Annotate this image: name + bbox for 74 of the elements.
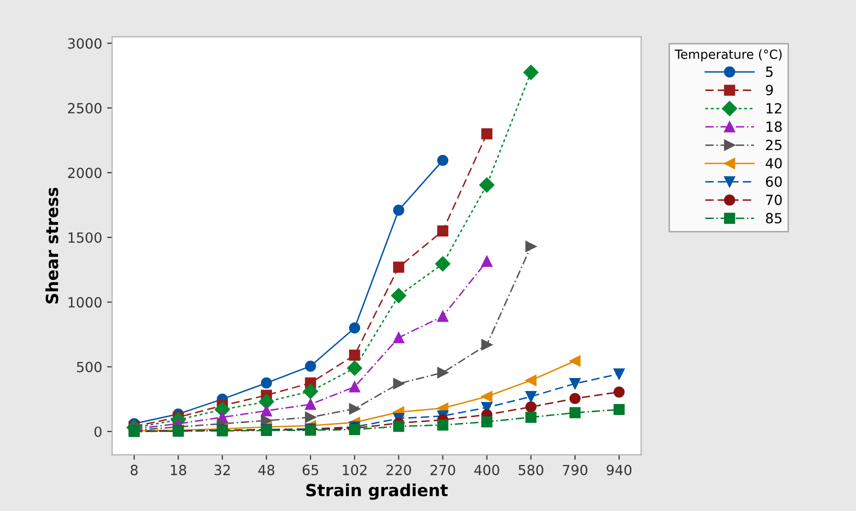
point — [260, 405, 272, 416]
point — [525, 374, 536, 386]
point — [347, 360, 362, 376]
point — [523, 64, 539, 80]
point — [393, 332, 404, 344]
point — [393, 262, 404, 273]
point — [349, 381, 360, 392]
point — [614, 404, 625, 416]
point — [349, 350, 360, 361]
point — [481, 128, 492, 140]
point — [304, 398, 316, 410]
point — [349, 322, 360, 334]
point — [525, 412, 536, 423]
y-tick-label: 0 — [94, 426, 102, 437]
y-tick-label: 3000 — [68, 38, 102, 49]
legend-label: 25 — [766, 140, 782, 150]
legend-label: 85 — [766, 212, 782, 224]
legend-title: Temperature (°C) — [674, 49, 782, 62]
point — [437, 310, 448, 322]
point — [569, 407, 581, 418]
point — [569, 355, 581, 367]
legend-label: 70 — [766, 194, 782, 206]
point — [481, 339, 492, 350]
y-tick-label: 500 — [76, 362, 102, 372]
x-tick-label: 220 — [386, 464, 412, 476]
point — [435, 256, 450, 272]
y-axis-title: Shear stress — [45, 188, 58, 304]
point — [349, 403, 360, 414]
y-tick-label: 2000 — [68, 168, 102, 178]
y-tick-label: 1000 — [68, 297, 102, 308]
point — [393, 378, 404, 390]
point — [614, 368, 625, 380]
point — [393, 204, 404, 216]
point — [437, 154, 448, 166]
point — [479, 177, 494, 193]
point — [569, 378, 581, 390]
x-tick-label: 32 — [214, 464, 230, 476]
point — [391, 288, 406, 304]
x-tick-label: 790 — [562, 464, 588, 476]
point — [525, 401, 536, 412]
x-tick-label: 580 — [518, 464, 544, 476]
point — [569, 392, 581, 404]
x-tick-label: 48 — [258, 464, 274, 476]
point — [437, 225, 448, 236]
y-tick-label: 2500 — [68, 102, 102, 114]
legend-label: 12 — [766, 103, 782, 114]
x-tick-label: 102 — [342, 464, 366, 476]
x-tick-label: 400 — [474, 464, 500, 476]
point — [260, 377, 272, 389]
x-tick-label: 8 — [130, 464, 138, 476]
legend-label: 60 — [766, 176, 782, 187]
point — [481, 416, 492, 428]
x-tick-label: 18 — [170, 464, 186, 476]
x-tick-label: 65 — [302, 464, 318, 476]
legend-label: 40 — [766, 158, 782, 169]
point — [304, 360, 316, 372]
point — [302, 384, 318, 399]
point — [258, 394, 274, 410]
legend-label: 5 — [766, 66, 773, 77]
point — [525, 391, 536, 402]
point — [481, 391, 492, 402]
x-axis-title: Strain gradient — [306, 484, 448, 500]
point — [614, 386, 625, 398]
x-tick-label: 270 — [430, 464, 456, 476]
point — [393, 420, 404, 432]
legend-label: 18 — [766, 121, 782, 132]
x-tick-label: 940 — [606, 464, 632, 476]
point — [437, 367, 448, 378]
legend-label: 9 — [766, 84, 773, 96]
point — [525, 240, 536, 252]
point — [304, 412, 316, 423]
point — [481, 256, 492, 267]
point — [437, 419, 448, 431]
y-tick-label: 1500 — [68, 232, 102, 243]
